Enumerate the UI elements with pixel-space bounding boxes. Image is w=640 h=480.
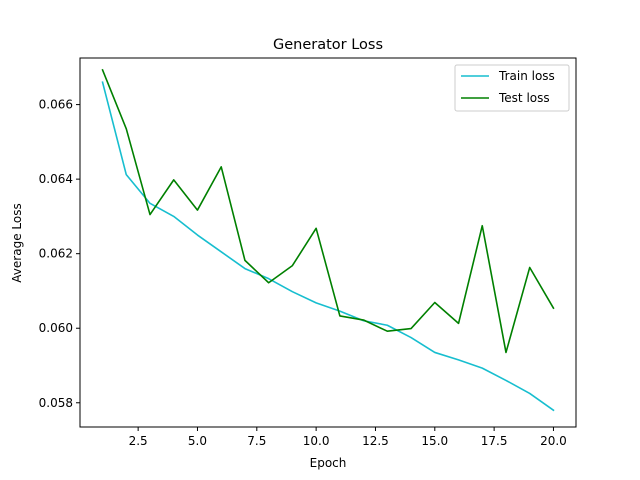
x-tick-label: 7.5 <box>247 434 266 448</box>
y-tick-label: 0.066 <box>39 98 73 112</box>
y-axis-label: Average Loss <box>10 203 24 282</box>
y-tick-label: 0.062 <box>39 247 73 261</box>
legend: Train loss Test loss <box>454 64 570 112</box>
y-tick-label: 0.064 <box>39 172 73 186</box>
x-tick-label: 5.0 <box>188 434 207 448</box>
y-tick-label: 0.060 <box>39 321 73 335</box>
chart-title: Generator Loss <box>273 37 383 53</box>
x-axis: 2.5 5.0 7.5 10.0 12.5 15.0 17.5 20.0 <box>129 427 567 448</box>
x-tick-label: 2.5 <box>129 434 148 448</box>
x-tick-label: 20.0 <box>540 434 567 448</box>
x-tick-label: 15.0 <box>421 434 448 448</box>
y-axis: 0.058 0.060 0.062 0.064 0.066 <box>39 98 80 410</box>
series-line-train-loss <box>101 81 555 412</box>
series-layer <box>101 68 555 412</box>
series-line-test-loss <box>101 68 555 354</box>
legend-label: Train loss <box>498 69 555 83</box>
x-tick-label: 17.5 <box>481 434 508 448</box>
x-axis-label: Epoch <box>310 456 347 470</box>
y-tick-label: 0.058 <box>39 396 73 410</box>
plot-frame <box>79 57 577 428</box>
legend-label: Test loss <box>498 91 550 105</box>
x-tick-label: 12.5 <box>362 434 389 448</box>
x-tick-label: 10.0 <box>303 434 330 448</box>
